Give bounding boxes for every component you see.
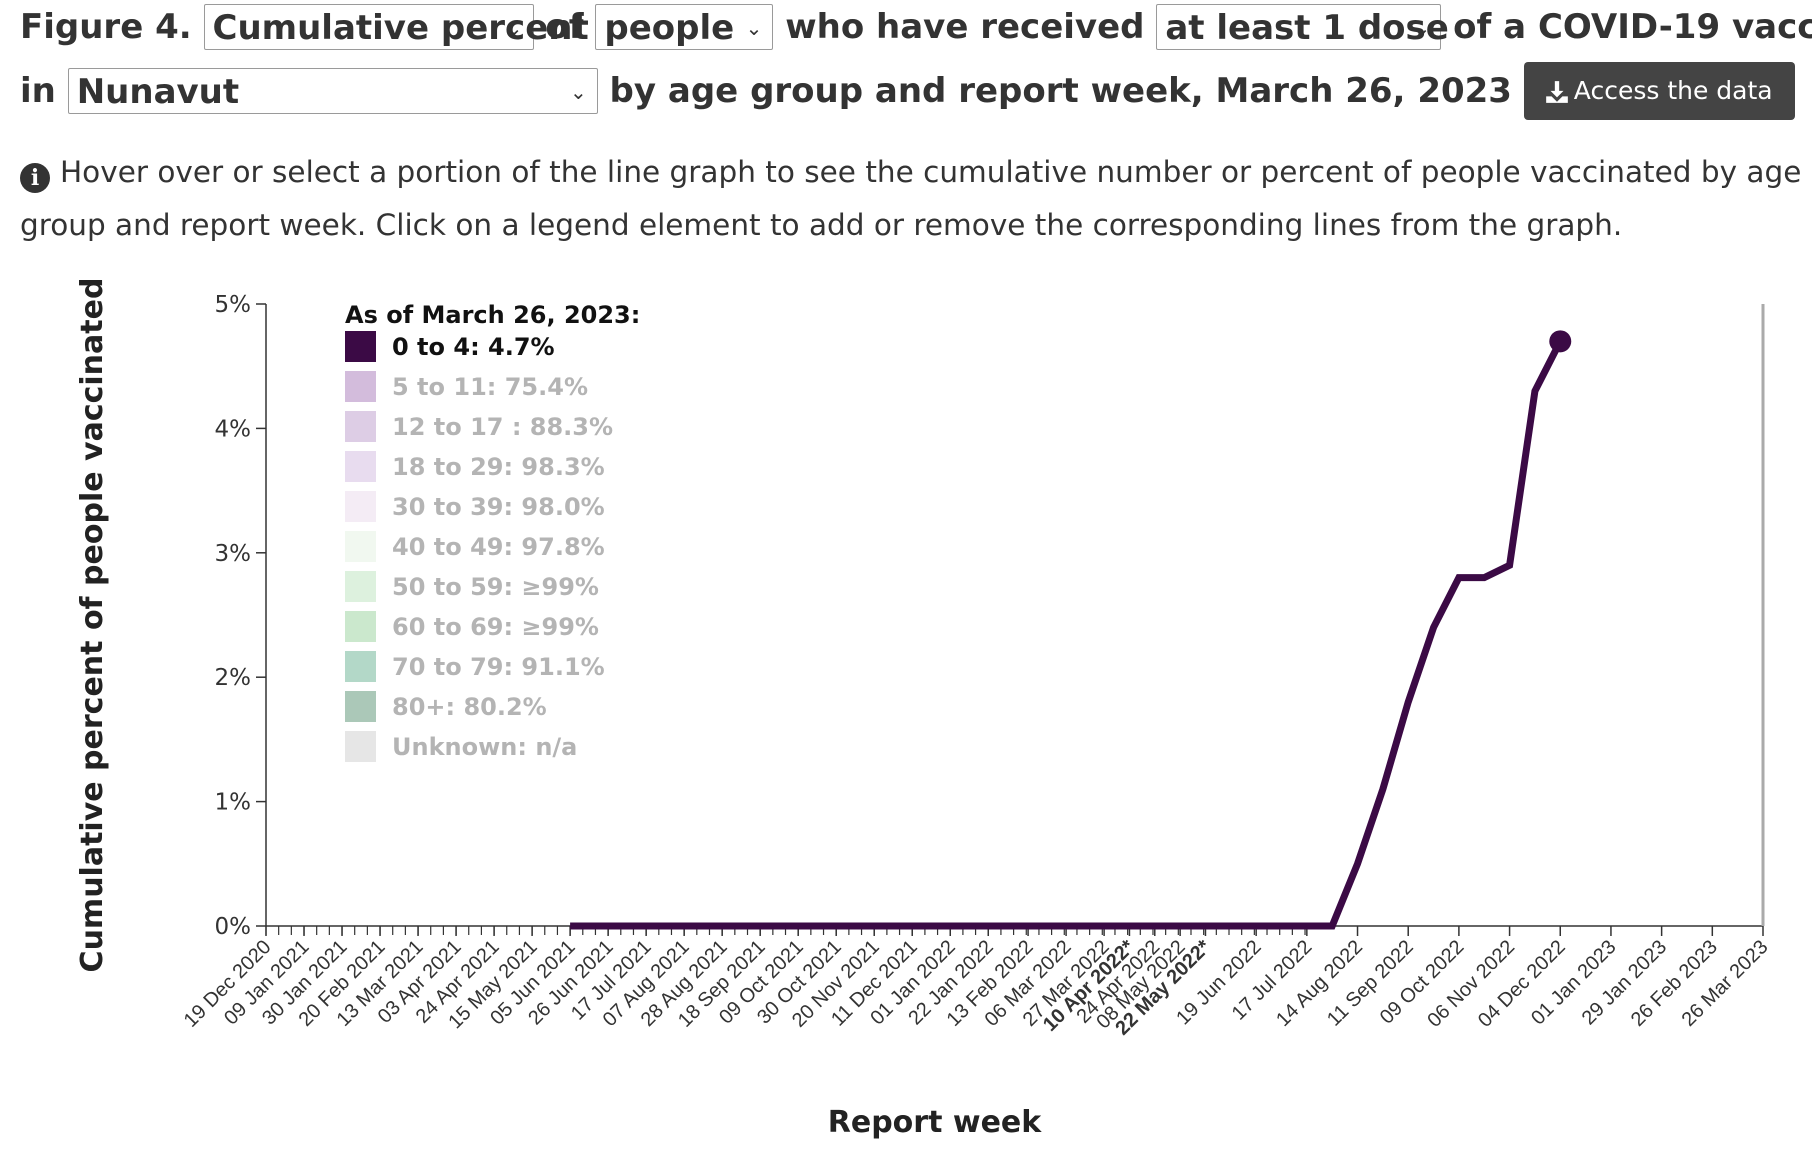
legend-item[interactable]: 50 to 59: ≥99% — [345, 571, 599, 602]
legend-label: 12 to 17 : 88.3% — [392, 413, 613, 441]
data-point — [1458, 577, 1460, 579]
legend-label: 30 to 39: 98.0% — [392, 493, 605, 521]
legend-swatch — [345, 371, 376, 402]
legend-swatch — [345, 451, 376, 482]
dose-select-value: at least 1 dose — [1165, 8, 1449, 48]
of-text: of — [545, 7, 584, 47]
legend-label: 80+: 80.2% — [392, 693, 547, 721]
legend-item[interactable]: 70 to 79: 91.1% — [345, 651, 605, 682]
data-point — [1407, 701, 1409, 703]
population-select[interactable]: people ⌄ — [595, 4, 774, 50]
info-icon: i — [20, 163, 50, 193]
data-point — [1509, 564, 1511, 566]
in-text: in — [20, 71, 56, 111]
legend-label: 0 to 4: 4.7% — [392, 333, 555, 361]
data-point — [569, 925, 571, 927]
legend-item[interactable]: 30 to 39: 98.0% — [345, 491, 605, 522]
title-suffix: by age group and report week, March 26, … — [609, 71, 1512, 111]
population-select-value: people — [604, 8, 735, 48]
x-axis-label: Report week — [828, 1105, 1043, 1140]
chevron-down-icon: ⌄ — [1413, 16, 1431, 40]
y-tick-label: 4% — [215, 416, 252, 442]
legend-label: 70 to 79: 91.1% — [392, 653, 605, 681]
figure-title-line-2: in Nunavut ⌄ by age group and report wee… — [20, 62, 1795, 120]
data-point — [1483, 577, 1485, 579]
data-point — [1433, 626, 1435, 628]
region-select-value: Nunavut — [76, 72, 240, 112]
download-icon — [1545, 81, 1568, 103]
y-tick-label: 5% — [215, 292, 252, 318]
legend-swatch — [345, 531, 376, 562]
dose-select[interactable]: at least 1 dose ⌄ — [1156, 4, 1449, 50]
y-axis-label: Cumulative percent of people vaccinated — [75, 278, 110, 973]
legend-item[interactable]: 12 to 17 : 88.3% — [345, 411, 613, 442]
legend-swatch — [345, 491, 376, 522]
legend-item[interactable]: 40 to 49: 97.8% — [345, 531, 605, 562]
legend-swatch — [345, 691, 376, 722]
legend-item[interactable]: 5 to 11: 75.4% — [345, 371, 588, 402]
legend-swatch — [345, 411, 376, 442]
legend-label: 18 to 29: 98.3% — [392, 453, 605, 481]
y-tick-label: 0% — [215, 914, 252, 940]
data-point — [1331, 925, 1333, 927]
legend-label: 60 to 69: ≥99% — [392, 613, 599, 641]
chevron-down-icon: ⌄ — [569, 80, 587, 104]
legend-label: 40 to 49: 97.8% — [392, 533, 605, 561]
access-data-label: Access the data — [1573, 76, 1773, 105]
legend-item[interactable]: 0 to 4: 4.7% — [345, 331, 555, 362]
measure-select-value: Cumulative percent — [212, 8, 589, 48]
chevron-down-icon: ⌄ — [745, 16, 763, 40]
legend-title: As of March 26, 2023: — [345, 301, 640, 329]
legend-item[interactable]: Unknown: n/a — [345, 731, 577, 762]
data-point — [1357, 863, 1359, 865]
measure-select[interactable]: Cumulative percent ⌄ — [203, 4, 589, 50]
chevron-down-icon: ⌄ — [505, 16, 523, 40]
vaccine-text: of a COVID-19 vaccine — [1453, 7, 1812, 47]
series-line-0-to-4 — [570, 339, 1564, 930]
info-text-block: i Hover over or select a portion of the l… — [20, 146, 1810, 252]
highlight-point — [1549, 330, 1572, 353]
line-chart[interactable]: Cumulative percent of people vaccinated R… — [0, 270, 1812, 1150]
received-text: who have received — [785, 7, 1145, 47]
region-select[interactable]: Nunavut ⌄ — [67, 68, 598, 114]
legend-label: 5 to 11: 75.4% — [392, 373, 588, 401]
legend-label: 50 to 59: ≥99% — [392, 573, 599, 601]
y-tick-label: 1% — [215, 790, 252, 816]
y-tick-label: 2% — [215, 665, 252, 691]
access-data-button[interactable]: Access the data — [1523, 62, 1795, 120]
data-point — [1306, 925, 1308, 927]
legend-item[interactable]: 18 to 29: 98.3% — [345, 451, 605, 482]
figure-label: Figure 4. — [20, 7, 192, 47]
legend-label: Unknown: n/a — [392, 733, 577, 761]
data-point — [1534, 390, 1536, 392]
legend-swatch — [345, 651, 376, 682]
legend-swatch — [345, 331, 376, 362]
data-point — [1382, 788, 1384, 790]
legend-swatch — [345, 611, 376, 642]
legend-item[interactable]: 60 to 69: ≥99% — [345, 611, 599, 642]
legend-item[interactable]: 80+: 80.2% — [345, 691, 547, 722]
legend-swatch — [345, 731, 376, 762]
figure-title-line-1: Figure 4. Cumulative percent ⌄ of people… — [20, 4, 1812, 54]
legend-swatch — [345, 571, 376, 602]
info-text: Hover over or select a portion of the li… — [20, 155, 1802, 242]
y-tick-label: 3% — [215, 541, 252, 567]
